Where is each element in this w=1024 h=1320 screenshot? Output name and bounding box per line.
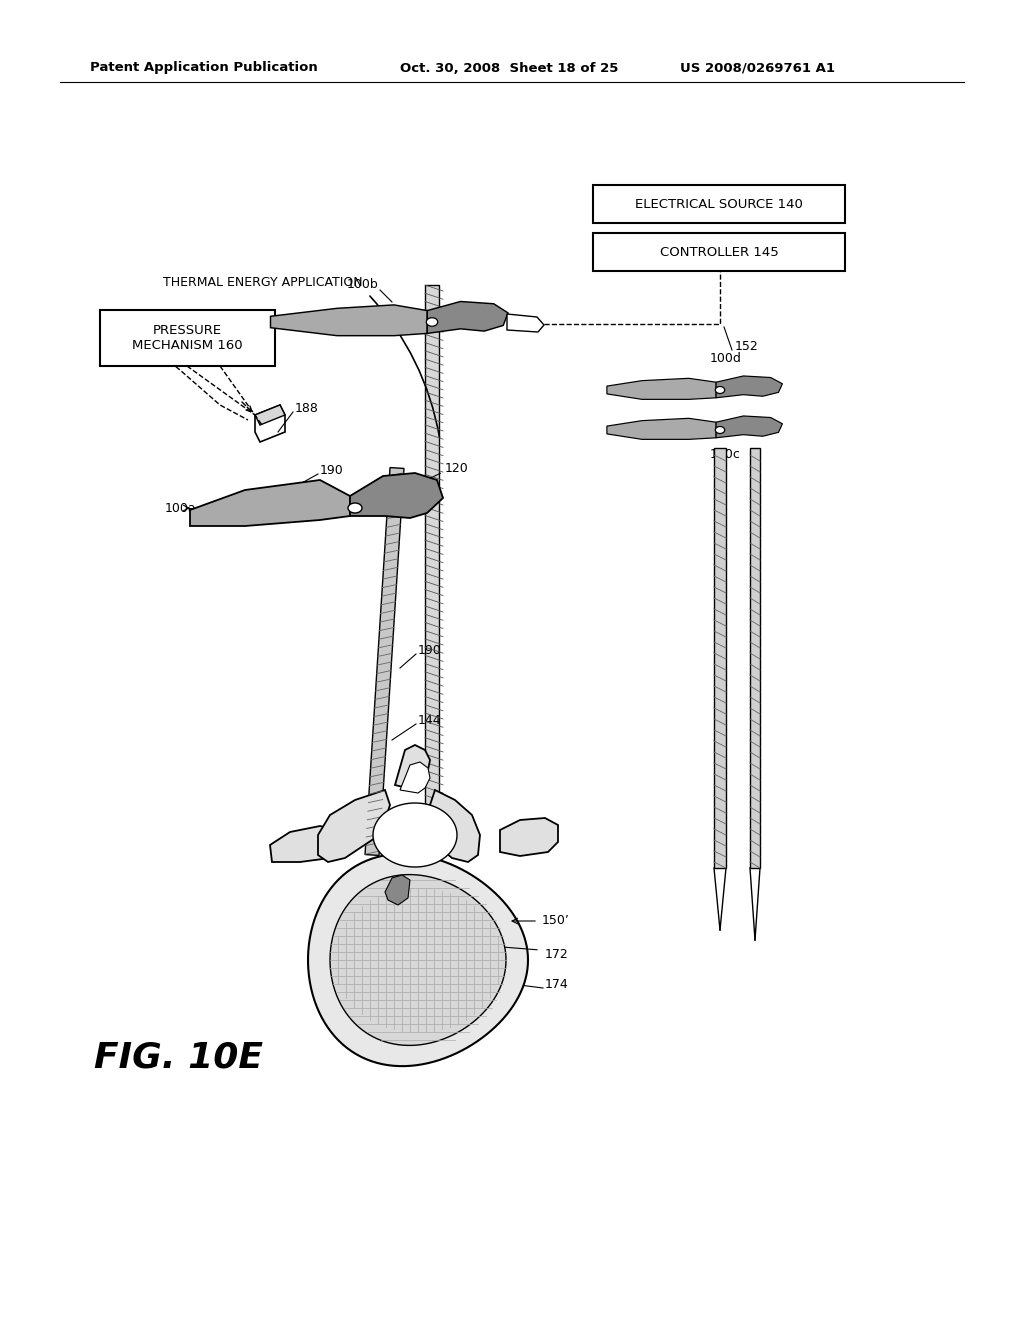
Text: 190: 190 [418, 644, 441, 656]
Polygon shape [270, 826, 340, 862]
Text: 100a: 100a [165, 502, 197, 515]
Ellipse shape [716, 387, 725, 393]
Bar [593, 185, 845, 223]
Polygon shape [716, 416, 782, 438]
Bar [425, 285, 439, 820]
Polygon shape [716, 376, 782, 397]
Bar [714, 447, 726, 869]
Polygon shape [385, 875, 410, 906]
Polygon shape [308, 854, 528, 1067]
Text: PRESSURE
MECHANISM 160: PRESSURE MECHANISM 160 [132, 323, 243, 352]
Ellipse shape [426, 318, 437, 326]
Text: 100d: 100d [710, 351, 741, 364]
Text: THERMAL ENERGY APPLICATION: THERMAL ENERGY APPLICATION [163, 276, 362, 289]
Text: 100b: 100b [347, 277, 379, 290]
Text: CONTROLLER 145: CONTROLLER 145 [659, 246, 778, 259]
Polygon shape [395, 744, 430, 789]
Text: 100c: 100c [710, 447, 741, 461]
Polygon shape [255, 405, 285, 425]
Polygon shape [428, 789, 480, 862]
Polygon shape [400, 762, 430, 793]
Text: 150’: 150’ [542, 913, 570, 927]
Bar [750, 447, 760, 869]
Bar [100, 310, 275, 366]
Text: Oct. 30, 2008  Sheet 18 of 25: Oct. 30, 2008 Sheet 18 of 25 [400, 62, 618, 74]
Polygon shape [318, 789, 390, 862]
Text: FIG. 10E: FIG. 10E [93, 1040, 262, 1074]
Text: US 2008/0269761 A1: US 2008/0269761 A1 [680, 62, 835, 74]
Bar [593, 234, 845, 271]
Polygon shape [255, 405, 285, 442]
Polygon shape [607, 418, 716, 440]
Polygon shape [365, 467, 404, 855]
Polygon shape [507, 314, 544, 333]
Text: 174: 174 [545, 978, 568, 991]
Text: 152: 152 [735, 341, 759, 354]
Text: 188: 188 [295, 401, 318, 414]
Text: 144: 144 [418, 714, 441, 726]
Text: ELECTRICAL SOURCE 140: ELECTRICAL SOURCE 140 [635, 198, 803, 210]
Text: 172: 172 [545, 949, 568, 961]
Polygon shape [350, 473, 443, 517]
Text: Patent Application Publication: Patent Application Publication [90, 62, 317, 74]
Polygon shape [330, 875, 506, 1045]
Polygon shape [427, 301, 508, 334]
Polygon shape [607, 379, 716, 400]
Text: 120: 120 [445, 462, 469, 474]
Polygon shape [500, 818, 558, 855]
Ellipse shape [716, 426, 725, 433]
Polygon shape [190, 480, 350, 525]
Text: 190: 190 [319, 463, 344, 477]
Ellipse shape [348, 503, 362, 513]
Polygon shape [373, 803, 457, 867]
Polygon shape [270, 305, 427, 335]
